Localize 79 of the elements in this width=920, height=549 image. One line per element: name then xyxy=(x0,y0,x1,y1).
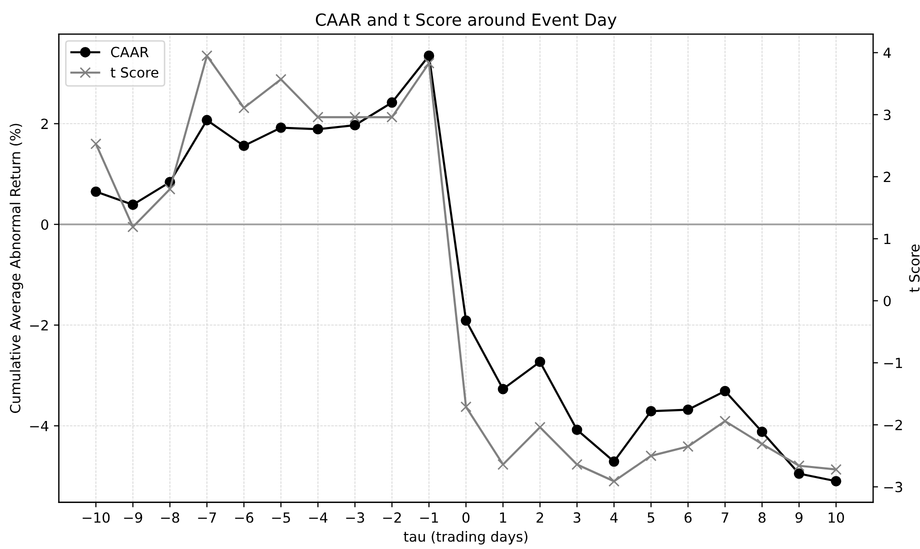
y-tick-label: −4 xyxy=(30,420,48,432)
point xyxy=(349,112,361,123)
point xyxy=(572,424,582,436)
point xyxy=(719,416,731,427)
point xyxy=(276,122,286,133)
point xyxy=(756,438,768,450)
x-tick-label: 9 xyxy=(796,512,803,523)
point xyxy=(312,112,324,123)
y-axis-title: Cumulative Average Abnormal Return (%) xyxy=(10,124,24,413)
x-tick-label: −10 xyxy=(82,512,110,523)
x-tick-label: 8 xyxy=(758,512,766,523)
point xyxy=(127,221,138,232)
x-tick-label: −9 xyxy=(124,512,142,523)
point xyxy=(201,50,212,62)
point xyxy=(645,450,657,462)
y-tick-label: −2 xyxy=(30,320,48,330)
chart-title: CAAR and t Score around Event Day xyxy=(316,13,617,30)
point xyxy=(497,458,509,470)
x-tick-label: 5 xyxy=(648,512,654,523)
point xyxy=(238,140,250,152)
x-tick-label: 4 xyxy=(610,512,618,523)
y2-tick-label: −3 xyxy=(884,482,902,492)
point xyxy=(646,406,656,416)
x-tick-label: −3 xyxy=(346,512,364,523)
point xyxy=(312,124,324,134)
point xyxy=(830,476,842,486)
x-tick-label: −4 xyxy=(309,512,328,523)
point xyxy=(275,74,286,85)
point xyxy=(608,456,620,467)
y2-tick-label: 2 xyxy=(884,172,890,182)
point xyxy=(571,458,583,470)
x-tick-label: −6 xyxy=(235,512,254,523)
y2-tick-label: −2 xyxy=(884,420,902,430)
y-tick-label: 2 xyxy=(41,118,48,129)
y2-tick-label: 1 xyxy=(884,234,890,244)
point xyxy=(386,112,398,123)
point xyxy=(90,138,102,150)
x-tick-label: −2 xyxy=(383,512,401,523)
x-tick-label: 0 xyxy=(462,512,470,523)
point xyxy=(202,114,212,126)
point xyxy=(128,200,138,210)
point xyxy=(608,476,620,487)
point xyxy=(424,50,434,61)
point xyxy=(423,58,435,69)
y-tick-label: 0 xyxy=(41,219,48,230)
x-tick-label: 6 xyxy=(684,512,692,523)
point xyxy=(534,356,546,368)
point xyxy=(350,120,360,130)
legend-label: t Score xyxy=(110,67,158,78)
point xyxy=(794,460,805,472)
point xyxy=(90,186,102,197)
point xyxy=(830,464,842,476)
point xyxy=(164,184,176,195)
point xyxy=(460,315,472,326)
x-tick-label: 10 xyxy=(828,512,844,523)
x-tick-label: −1 xyxy=(420,512,438,523)
x-tick-label: −8 xyxy=(161,512,180,523)
y2-tick-label: 0 xyxy=(884,296,891,306)
point xyxy=(238,102,250,114)
x-tick-label: 1 xyxy=(500,512,506,523)
y2-tick-label: −1 xyxy=(884,358,902,368)
point xyxy=(682,440,694,452)
x-tick-label: 2 xyxy=(536,512,544,523)
y2-axis-title: t Score xyxy=(909,244,920,292)
point xyxy=(794,468,804,479)
point xyxy=(682,404,694,415)
x-tick-label: −7 xyxy=(198,512,216,523)
point xyxy=(460,401,472,412)
point xyxy=(498,384,508,394)
x-tick-label: −5 xyxy=(272,512,290,523)
point xyxy=(386,97,398,108)
x-axis-title: tau (trading days) xyxy=(404,531,528,544)
point xyxy=(756,426,768,438)
legend-label: CAAR xyxy=(111,46,149,58)
x-tick-label: 3 xyxy=(574,512,580,523)
y2-tick-label: 4 xyxy=(883,48,891,58)
point xyxy=(720,386,730,396)
y2-tick-label: 3 xyxy=(884,110,891,120)
x-tick-label: 7 xyxy=(722,512,728,523)
